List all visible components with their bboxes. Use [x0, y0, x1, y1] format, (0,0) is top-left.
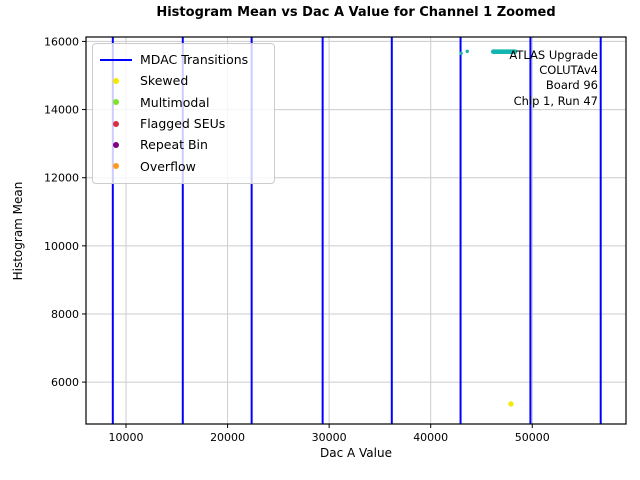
legend-dot-marker — [99, 163, 133, 170]
skewed-point — [508, 401, 514, 407]
legend-entry: Multimodal — [99, 92, 265, 113]
legend-marker-shape — [113, 99, 119, 106]
x-tick-label: 20000 — [210, 431, 245, 444]
chart-title: Histogram Mean vs Dac A Value for Channe… — [156, 5, 556, 20]
legend-label: Multimodal — [140, 94, 210, 110]
legend-marker-shape — [113, 77, 119, 84]
legend-dot-marker — [99, 77, 133, 84]
y-axis-label: Histogram Mean — [11, 181, 25, 281]
annotation-line-1: ATLAS Upgrade — [509, 48, 598, 62]
legend-label: Flagged SEUs — [140, 116, 226, 132]
legend-dot-marker — [99, 99, 133, 106]
histogram-mean-point — [465, 49, 469, 54]
legend-marker-shape — [113, 163, 119, 170]
legend-marker-shape — [113, 141, 119, 148]
legend: MDAC Transitions Skewed Multimodal Flagged … — [92, 43, 275, 184]
axes-spines — [85, 36, 627, 425]
legend-label: Overflow — [140, 158, 196, 174]
legend-dot-marker — [99, 141, 133, 148]
legend-label: Repeat Bin — [140, 137, 208, 153]
legend-entry: Repeat Bin — [99, 134, 265, 155]
x-tick-label: 30000 — [312, 431, 347, 444]
y-tick-label: 12000 — [44, 172, 79, 185]
annotation-line-2: COLUTAv4 — [539, 63, 598, 78]
legend-marker-shape — [113, 120, 119, 127]
histogram-mean-point — [512, 49, 518, 54]
legend-entry: Overflow — [99, 155, 265, 176]
legend-label: MDAC Transitions — [140, 52, 249, 68]
x-tick-label: 40000 — [413, 431, 448, 444]
y-tick-label: 6000 — [51, 376, 79, 389]
y-tick-label: 8000 — [51, 308, 79, 321]
x-tick-label: 50000 — [515, 431, 550, 444]
annotation-text: ATLAS Upgrade COLUTAv4 Board 96 Chip 1, … — [358, 48, 598, 109]
legend-line-marker — [99, 58, 133, 61]
legend-dot-marker — [99, 120, 133, 127]
y-tick-label: 14000 — [44, 104, 79, 117]
annotation-line-4: Chip 1, Run 47 — [513, 93, 598, 108]
x-axis-label: Dac A Value — [320, 446, 392, 460]
y-tick-label: 10000 — [44, 240, 79, 253]
legend-marker-shape — [100, 58, 132, 61]
x-tick-label: 10000 — [109, 431, 144, 444]
histogram-mean-point — [459, 51, 463, 56]
legend-entry: Skewed — [99, 70, 265, 91]
annotation-line-3: Board 96 — [545, 78, 598, 93]
legend-entry: MDAC Transitions — [99, 49, 265, 70]
legend-entry: Flagged SEUs — [99, 113, 265, 134]
y-tick-label: 16000 — [44, 35, 79, 48]
legend-label: Skewed — [140, 73, 189, 89]
